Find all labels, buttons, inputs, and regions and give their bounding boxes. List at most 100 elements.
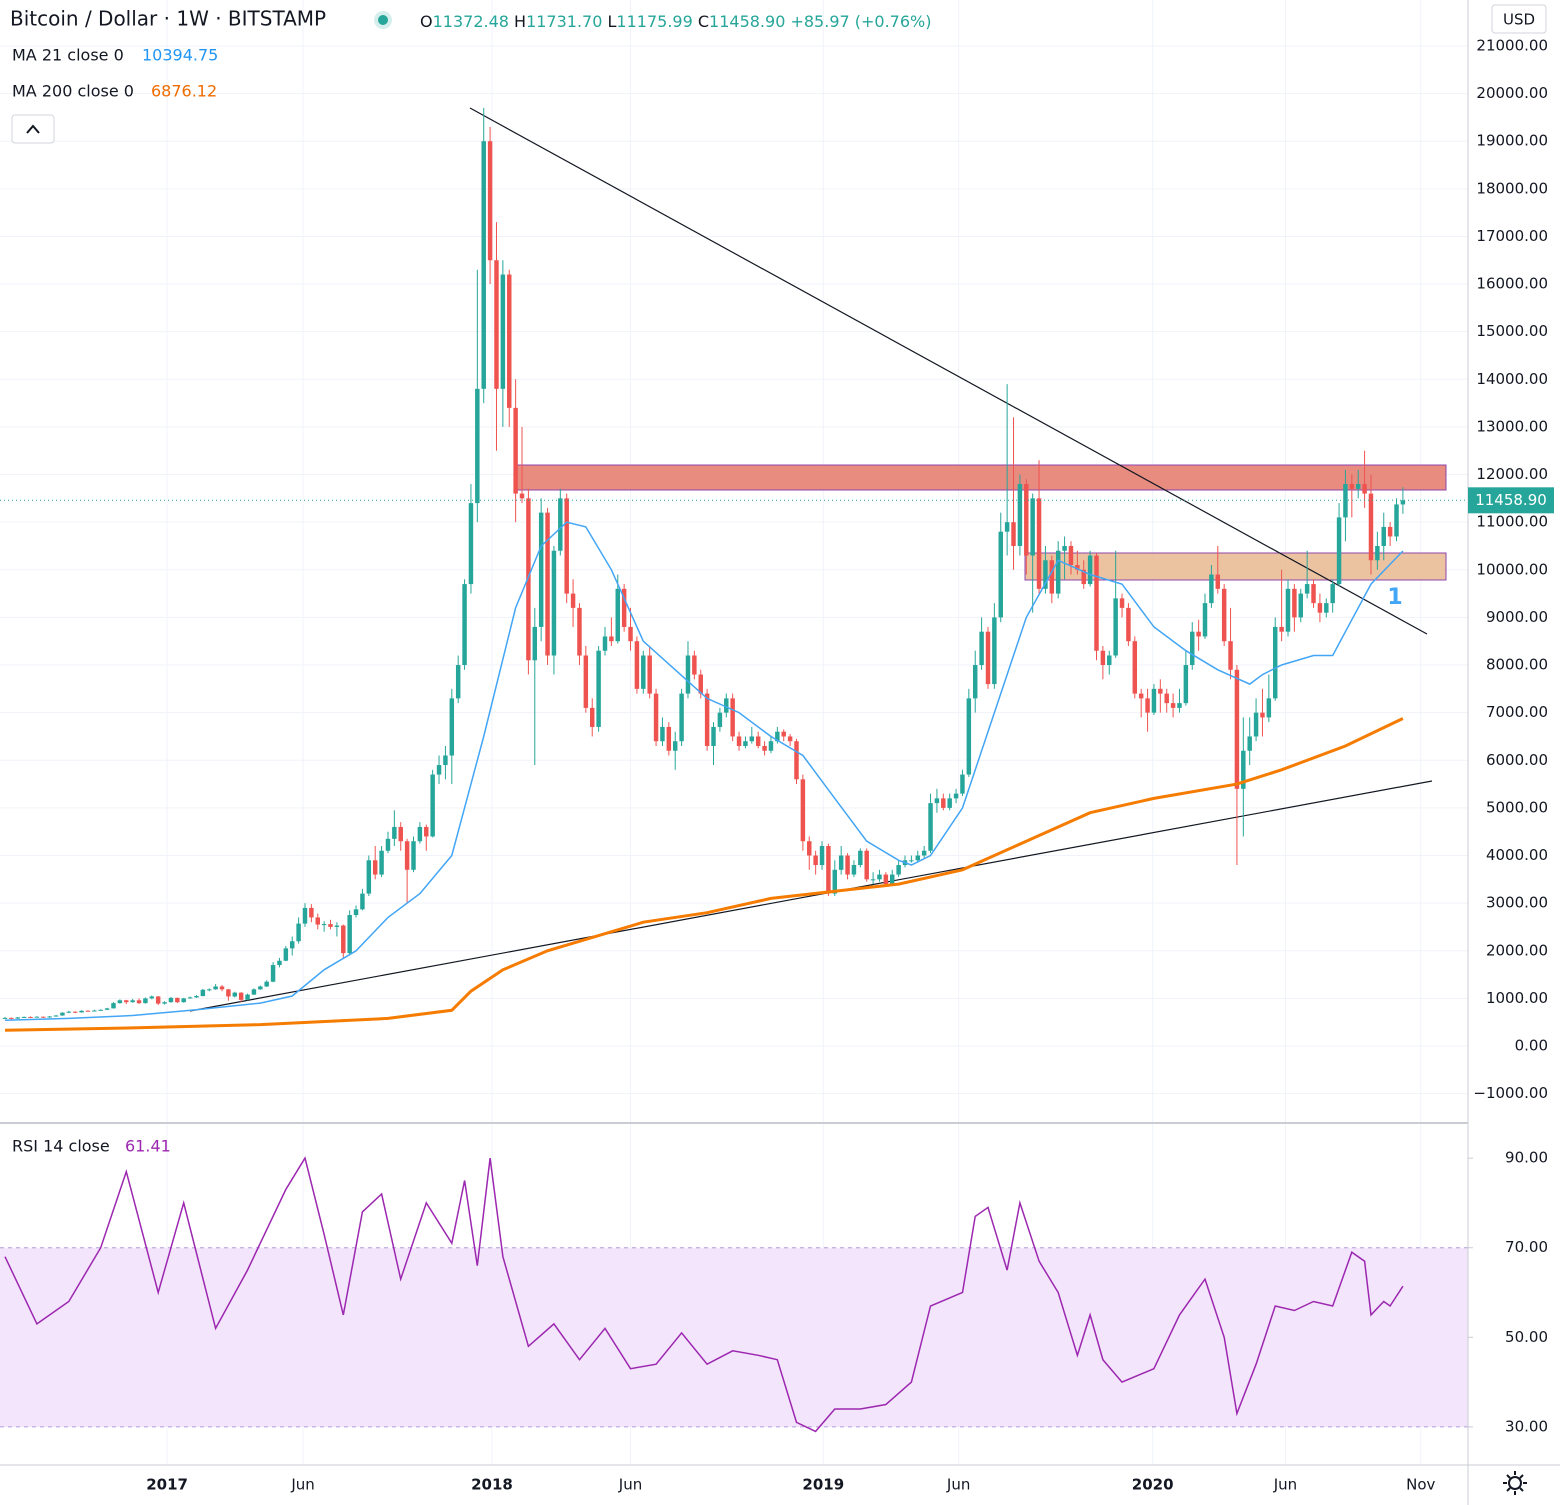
x-tick-label: 2017 (146, 1476, 188, 1494)
candle-body (321, 924, 327, 926)
candle-body (724, 698, 729, 713)
collapse-button[interactable] (11, 114, 55, 144)
candle-body (1119, 598, 1125, 608)
ma-line (4, 521, 1404, 1022)
candle-body (1336, 517, 1342, 585)
candle-body (526, 498, 531, 661)
candle-body (768, 741, 774, 751)
y-tick-label: 10000.00 (1476, 560, 1548, 578)
y-tick-label: 2000.00 (1486, 941, 1548, 959)
candle-body (851, 865, 857, 875)
candle-body (175, 997, 180, 1003)
candle-body (372, 860, 378, 875)
candle-body (1017, 484, 1023, 546)
currency-button[interactable]: USD (1491, 4, 1547, 34)
candle-body (238, 992, 244, 1000)
y-tick-label: 12000.00 (1476, 465, 1548, 483)
candle-body (207, 989, 212, 991)
y-tick-label: 5000.00 (1486, 798, 1548, 816)
candle-body (896, 865, 901, 875)
candle-body (1330, 584, 1335, 604)
ohlc-text: 11372.48 (433, 12, 509, 31)
candle-body (966, 698, 972, 775)
candle-body (570, 593, 576, 608)
candle-body (1158, 688, 1163, 694)
x-tick-label: Jun (618, 1476, 642, 1494)
settings-button[interactable] (1503, 1471, 1527, 1495)
candle-body (411, 841, 416, 870)
candle-body (679, 693, 684, 742)
candle-body (309, 907, 314, 918)
candle-body (117, 1000, 123, 1004)
candle-body (698, 674, 703, 694)
candle-body (538, 512, 544, 627)
candle-body (762, 745, 767, 751)
x-tick-label: 2019 (802, 1476, 844, 1494)
ohlc-text: 11731.70 (526, 12, 602, 31)
candle-body (877, 874, 882, 880)
candle-body (1253, 712, 1259, 737)
candle-body (1190, 631, 1195, 666)
candle-body (1177, 703, 1182, 708)
candle-body (1221, 588, 1227, 642)
candle-body (826, 845, 831, 894)
trend-line (469, 107, 1428, 635)
candle-body (909, 860, 914, 862)
candle-body (487, 141, 493, 261)
candle-body (1126, 607, 1131, 642)
candle-body (47, 1016, 52, 1018)
candle-body (181, 998, 186, 1003)
ohlc-text: 11175.99 (616, 12, 692, 31)
candle-body (251, 989, 257, 995)
candle-body (66, 1011, 72, 1013)
candle-body (1011, 522, 1016, 546)
candle-body (1062, 545, 1067, 551)
candle-body (500, 274, 506, 389)
candle-body (577, 607, 582, 656)
trend-line (189, 780, 1433, 1012)
candle-body (1113, 598, 1118, 656)
candle-body (1349, 484, 1355, 489)
legend-label: RSI 14 close (12, 1137, 110, 1156)
candle-body (1107, 655, 1112, 666)
last-price-label: 11458.90 (1475, 491, 1547, 509)
y-tick-label: 16000.00 (1476, 275, 1548, 293)
candle-body (864, 850, 869, 880)
candle-body (953, 793, 959, 799)
legend-label: MA 200 close 0 (12, 82, 134, 101)
candle-body (136, 1000, 142, 1004)
y-tick-label: 6000.00 (1486, 751, 1548, 769)
candle-body (302, 907, 308, 924)
candle-body (245, 994, 250, 1000)
candle-body (800, 779, 806, 842)
candle-body (870, 879, 876, 881)
candle-body (468, 503, 474, 585)
candle-body (79, 1010, 84, 1013)
y-tick-label: 30.00 (1505, 1417, 1548, 1435)
candle-body (21, 1016, 27, 1018)
resistance-zone (516, 464, 1447, 491)
ohlc-text: 11458.90 (709, 12, 785, 31)
candle-body (781, 731, 786, 737)
candle-body (392, 826, 397, 839)
y-tick-label: 9000.00 (1486, 608, 1548, 626)
candle-body (2, 1017, 8, 1019)
y-tick-label: 14000.00 (1476, 370, 1548, 388)
candle-body (666, 726, 672, 751)
candle-body (155, 996, 161, 1004)
candle-body (200, 989, 206, 996)
y-tick-label: 18000.00 (1476, 179, 1548, 197)
candle-body (143, 998, 148, 1004)
candle-body (130, 1000, 135, 1003)
candle-body (283, 948, 289, 961)
candle-body (704, 693, 710, 746)
candle-body (1036, 498, 1042, 589)
candle-body (1145, 698, 1150, 713)
y-tick-label: 15000.00 (1476, 322, 1548, 340)
candle-body (360, 893, 365, 910)
candle-body (1279, 626, 1284, 632)
legend-label: MA 21 close 0 (12, 46, 124, 65)
candle-body (787, 736, 793, 742)
candle-body (717, 712, 723, 727)
last-price-box (1468, 487, 1554, 514)
